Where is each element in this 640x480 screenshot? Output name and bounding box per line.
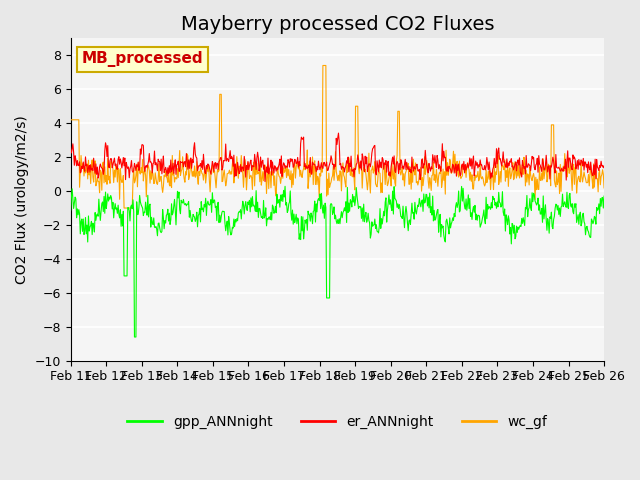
Text: MB_processed: MB_processed [81, 51, 203, 67]
Title: Mayberry processed CO2 Fluxes: Mayberry processed CO2 Fluxes [180, 15, 494, 34]
Y-axis label: CO2 Flux (urology/m2/s): CO2 Flux (urology/m2/s) [15, 115, 29, 284]
Legend: gpp_ANNnight, er_ANNnight, wc_gf: gpp_ANNnight, er_ANNnight, wc_gf [122, 409, 553, 435]
